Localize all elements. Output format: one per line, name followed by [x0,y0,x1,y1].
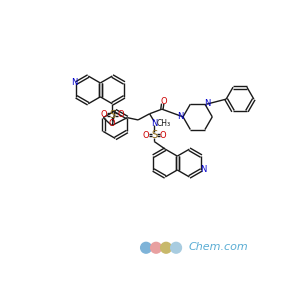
Text: O: O [159,131,166,140]
Text: O: O [100,110,107,119]
Text: O: O [142,131,149,140]
Text: Chem.com: Chem.com [188,242,248,252]
Text: N: N [204,99,211,108]
Text: CH₃: CH₃ [156,119,170,128]
Text: S: S [151,130,157,140]
Circle shape [151,242,161,253]
Circle shape [161,242,172,253]
Text: N: N [177,112,183,121]
Circle shape [171,242,182,253]
Text: S: S [109,110,116,119]
Text: N: N [71,79,77,88]
Circle shape [141,242,152,253]
Text: O: O [160,97,167,106]
Text: O: O [118,110,124,119]
Text: N: N [200,166,207,175]
Text: N: N [151,118,158,127]
Text: O: O [109,118,116,127]
